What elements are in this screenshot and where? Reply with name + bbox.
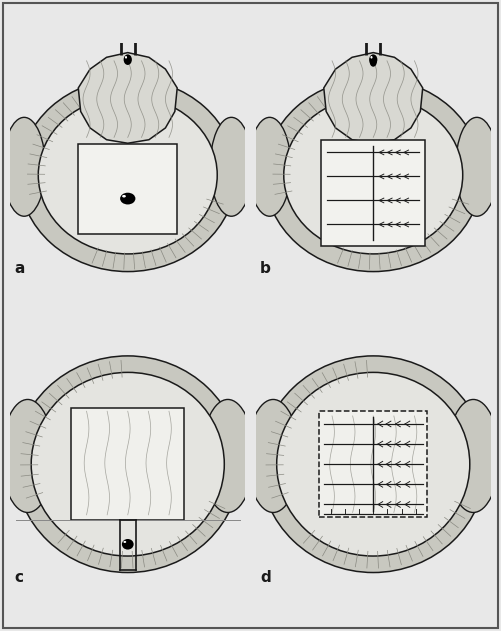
Ellipse shape xyxy=(447,399,499,512)
Ellipse shape xyxy=(20,78,236,271)
Ellipse shape xyxy=(277,372,470,556)
Text: b: b xyxy=(260,261,271,276)
Ellipse shape xyxy=(370,57,377,67)
Ellipse shape xyxy=(456,117,498,216)
Ellipse shape xyxy=(247,399,299,512)
Ellipse shape xyxy=(120,192,135,204)
Text: d: d xyxy=(260,570,271,585)
Ellipse shape xyxy=(38,96,217,254)
Ellipse shape xyxy=(31,372,224,556)
Ellipse shape xyxy=(122,539,134,550)
Ellipse shape xyxy=(125,56,127,59)
Text: c: c xyxy=(15,570,24,585)
Polygon shape xyxy=(324,52,423,143)
Ellipse shape xyxy=(122,195,126,198)
Ellipse shape xyxy=(2,399,54,512)
Ellipse shape xyxy=(260,356,486,572)
Bar xyxy=(78,144,177,234)
Ellipse shape xyxy=(3,117,45,216)
Ellipse shape xyxy=(248,117,291,216)
Ellipse shape xyxy=(370,56,373,59)
Ellipse shape xyxy=(15,356,241,572)
Bar xyxy=(322,139,425,245)
Ellipse shape xyxy=(124,54,132,65)
Bar xyxy=(71,408,184,519)
Ellipse shape xyxy=(369,54,377,65)
Text: a: a xyxy=(15,261,25,276)
Bar xyxy=(319,411,427,517)
Ellipse shape xyxy=(123,541,126,543)
Polygon shape xyxy=(78,52,177,143)
Ellipse shape xyxy=(265,78,481,271)
Ellipse shape xyxy=(202,399,254,512)
Ellipse shape xyxy=(284,96,463,254)
Ellipse shape xyxy=(210,117,253,216)
